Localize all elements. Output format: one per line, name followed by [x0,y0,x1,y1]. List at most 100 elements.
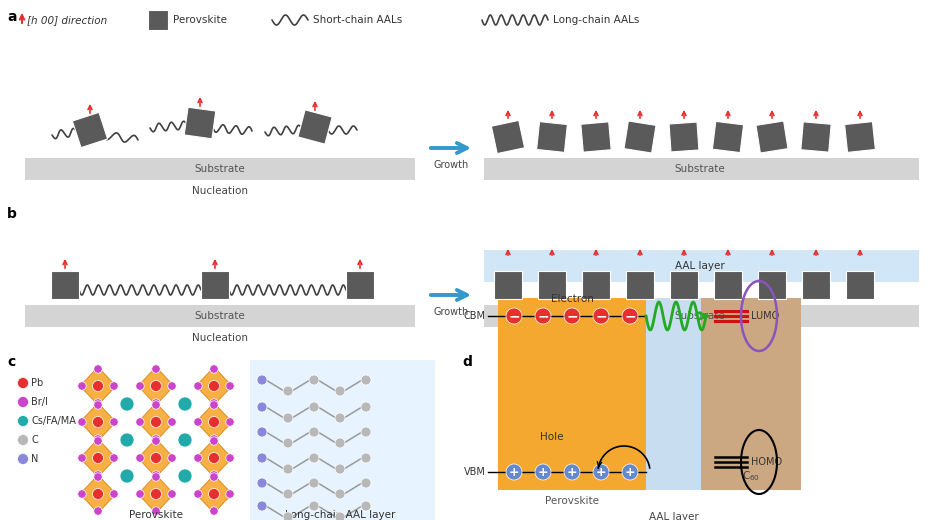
Circle shape [283,386,293,396]
Polygon shape [844,122,875,152]
Circle shape [209,452,220,463]
Circle shape [309,453,319,463]
Circle shape [361,501,371,511]
Circle shape [593,308,609,324]
Circle shape [152,437,160,445]
Text: +: + [596,465,606,478]
Circle shape [194,418,202,426]
Text: Long-chain AALs: Long-chain AALs [553,15,640,25]
Circle shape [226,382,235,390]
Circle shape [152,473,160,481]
Text: −: − [595,309,607,323]
Circle shape [309,402,319,412]
Circle shape [18,378,29,388]
Polygon shape [669,122,699,152]
Polygon shape [536,122,567,152]
Polygon shape [196,439,232,477]
Circle shape [92,381,103,392]
Circle shape [335,438,345,448]
Text: VBM: VBM [465,467,486,477]
Circle shape [535,308,551,324]
Circle shape [257,402,267,412]
Text: AAL layer: AAL layer [675,261,725,271]
Text: Perovskite: Perovskite [129,510,183,520]
Circle shape [178,433,192,447]
Text: N: N [31,454,38,464]
Bar [148,10,168,30]
Bar [484,250,919,282]
Polygon shape [714,271,742,299]
Polygon shape [756,121,788,153]
Polygon shape [51,271,79,299]
Polygon shape [624,121,656,153]
Circle shape [152,401,160,409]
Text: LUMO: LUMO [751,311,779,321]
Text: Substrate: Substrate [195,311,246,321]
Circle shape [283,489,293,499]
Text: Substrate: Substrate [675,311,725,321]
Text: b: b [7,207,17,221]
Polygon shape [196,475,232,513]
Circle shape [92,488,103,500]
Circle shape [94,399,102,407]
Text: +: + [625,465,635,478]
Text: Cs/FA/MA: Cs/FA/MA [31,416,75,426]
Circle shape [18,415,29,426]
Text: +: + [567,465,577,478]
Circle shape [257,453,267,463]
Text: [h 00] direction: [h 00] direction [27,15,107,25]
Text: −: − [508,309,519,323]
Circle shape [120,469,134,483]
Bar [25,305,415,327]
Circle shape [209,507,218,515]
Circle shape [209,488,220,500]
Circle shape [151,381,161,392]
Text: Br/I: Br/I [31,397,47,407]
Circle shape [209,399,218,407]
Circle shape [136,454,144,462]
Circle shape [361,402,371,412]
Polygon shape [670,271,698,299]
Circle shape [564,308,580,324]
Circle shape [94,401,102,409]
Text: C: C [31,435,38,445]
Circle shape [194,490,202,498]
Text: C$_{60}$: C$_{60}$ [742,469,760,483]
Text: Short-chain AALs: Short-chain AALs [313,15,402,25]
Polygon shape [138,367,174,405]
Polygon shape [73,112,108,148]
Circle shape [209,365,218,373]
Polygon shape [80,367,116,405]
Circle shape [361,453,371,463]
Circle shape [226,454,235,462]
Text: Long-chain AAL layer: Long-chain AAL layer [285,510,395,520]
Circle shape [506,308,522,324]
Circle shape [178,397,192,411]
Circle shape [209,471,218,479]
Circle shape [120,433,134,447]
Circle shape [110,382,118,390]
Circle shape [94,507,102,515]
Text: AAL layer: AAL layer [649,512,698,520]
Polygon shape [346,271,374,299]
Circle shape [209,473,218,481]
Circle shape [257,478,267,488]
Circle shape [151,417,161,427]
Polygon shape [196,367,232,405]
Bar [701,298,801,490]
Circle shape [209,381,220,392]
Polygon shape [581,122,611,152]
Circle shape [94,435,102,443]
Polygon shape [138,475,174,513]
Polygon shape [626,271,654,299]
Circle shape [110,490,118,498]
Polygon shape [184,107,216,139]
Bar [498,298,646,490]
Circle shape [18,453,29,464]
Circle shape [151,488,161,500]
Circle shape [168,490,176,498]
Polygon shape [802,271,830,299]
Circle shape [257,501,267,511]
Polygon shape [758,271,786,299]
Circle shape [335,413,345,423]
